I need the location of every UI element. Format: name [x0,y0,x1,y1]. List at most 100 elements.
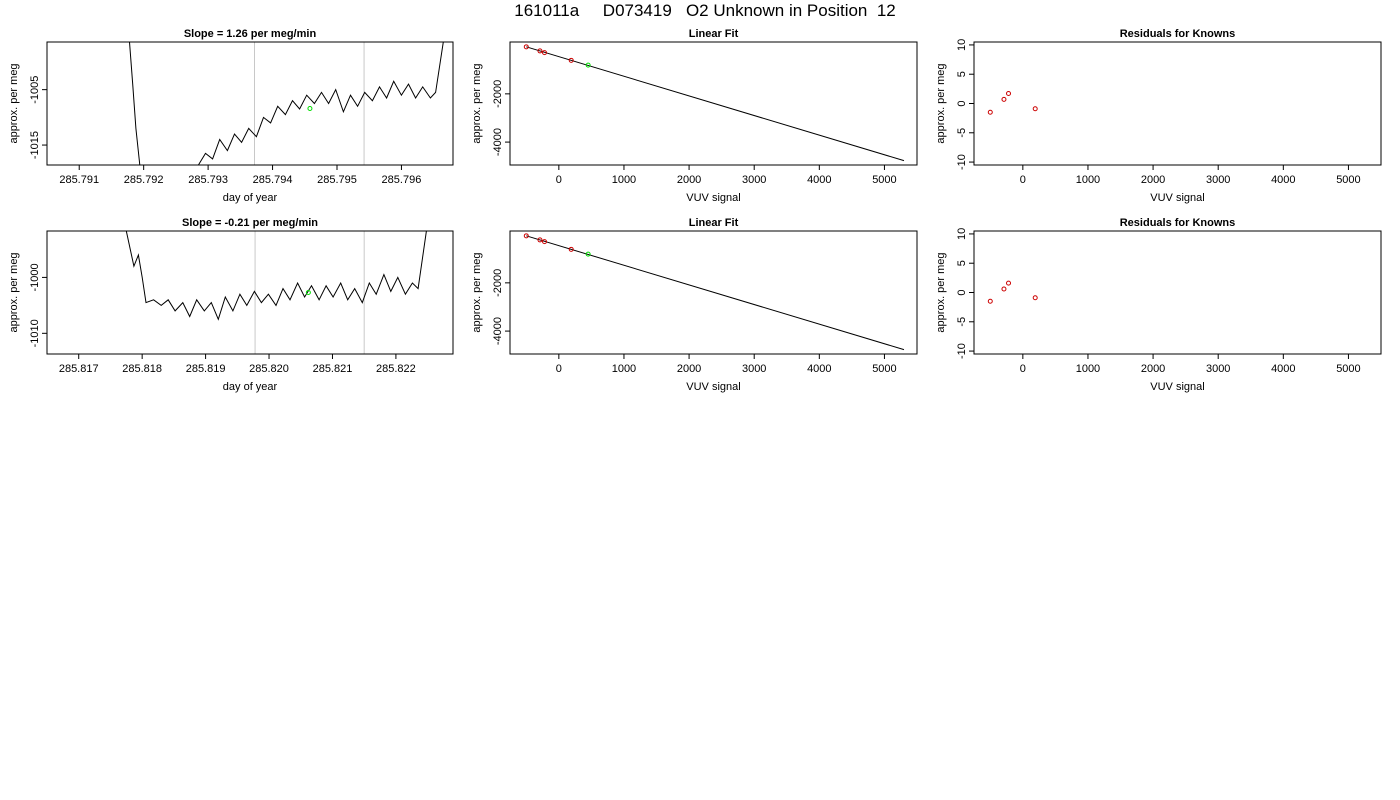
x-tick-label: 3000 [1206,174,1230,186]
y-axis-label: approx. per meg [935,252,947,332]
y-tick-label: -1015 [29,131,41,159]
x-tick-label: 1000 [1076,174,1100,186]
fit-line [526,46,905,162]
x-tick-label: 0 [556,174,562,186]
known-point [542,239,548,245]
known-point [523,233,529,239]
panel-residuals-1: Residuals for Knowns 0 1000 2000 3000 4000 500… [935,28,1382,204]
panel-title: Residuals for Knowns [1120,28,1236,40]
y-axis-label: approx. per meg [471,63,483,143]
x-tick-label: 2000 [1141,174,1165,186]
plot-area [125,231,427,354]
known-point [987,298,993,304]
x-tick-label: 5000 [872,363,896,375]
y-tick-label: 0 [956,100,968,106]
y-tick-label: -1005 [29,76,41,104]
x-tick-label: 285.796 [382,174,422,186]
panel-title: Slope = -0.21 per meg/min [182,217,318,229]
panel-linear-fit-1: Linear Fit 0 1000 2000 3000 4000 5000 VUV signa… [471,28,918,204]
x-axis-label: day of year [223,192,278,204]
y-tick-label: 0 [956,289,968,295]
x-tick-label: 2000 [677,174,701,186]
y-tick-label: -10 [956,343,968,359]
series-line [129,42,444,165]
known-point [568,246,574,252]
unknown-point [585,62,591,68]
x-tick-label: 285.819 [186,363,226,375]
panel-timeseries-2: Slope = -0.21 per meg/min 285.817 285.818 2… [8,217,454,393]
known-point [537,237,543,243]
y-tick-label: 10 [956,39,968,51]
plot-area [129,42,444,165]
known-point [987,109,993,115]
panel-title: Residuals for Knowns [1120,217,1236,229]
panel-timeseries-1: Slope = 1.26 per meg/min 285.791 285.792 28… [8,28,454,204]
x-tick-label: 3000 [742,363,766,375]
y-tick-label: 10 [956,228,968,240]
unknown-point [585,251,591,257]
x-tick-label: 285.794 [253,174,293,186]
y-tick-label: 5 [956,71,968,77]
x-tick-label: 285.791 [59,174,99,186]
x-tick-label: 4000 [807,174,831,186]
plot-frame [973,41,1382,166]
y-tick-label: 5 [956,260,968,266]
y-tick-label: -1010 [29,319,41,347]
x-tick-label: 0 [556,363,562,375]
x-tick-label: 285.795 [317,174,357,186]
x-tick-label: 3000 [1206,363,1230,375]
x-axis-label: day of year [223,381,278,393]
x-tick-label: 4000 [1271,174,1295,186]
fit-line [526,235,905,351]
x-tick-label: 5000 [1336,174,1360,186]
y-tick-label: -5 [956,317,968,327]
known-point [1032,295,1038,301]
x-tick-label: 4000 [1271,363,1295,375]
x-tick-label: 1000 [1076,363,1100,375]
known-point [1006,91,1012,97]
plot-area [523,44,905,162]
x-axis-label: VUV signal [686,192,740,204]
x-axis-label: VUV signal [686,381,740,393]
plot-area [987,280,1038,304]
panel-title: Linear Fit [689,217,739,229]
panel-title: Slope = 1.26 per meg/min [184,28,317,40]
plot-frame [509,230,918,355]
y-tick-label: -1000 [29,263,41,291]
plot-area [523,233,905,351]
unknown-point [305,290,311,295]
page-title: 161011a D073419 O2 Unknown in Position 1… [514,1,896,20]
y-axis-label: approx. per meg [935,63,947,143]
x-tick-label: 285.793 [188,174,228,186]
y-tick-label: -2000 [492,269,504,297]
plot-frame [46,230,454,355]
y-tick-label: -10 [956,154,968,170]
y-axis-label: approx. per meg [8,63,20,143]
x-tick-label: 285.821 [313,363,353,375]
x-tick-label: 285.820 [249,363,289,375]
known-point [568,57,574,63]
y-axis-label: approx. per meg [8,252,20,332]
plot-frame [509,41,918,166]
known-point [1001,286,1007,292]
panel-linear-fit-2: Linear Fit 0 1000 2000 3000 4000 5000 VUV signa… [471,217,918,393]
series-line [125,231,427,321]
x-tick-label: 1000 [612,363,636,375]
x-tick-label: 0 [1020,174,1026,186]
x-tick-label: 3000 [742,174,766,186]
x-tick-label: 285.792 [124,174,164,186]
x-tick-label: 285.818 [122,363,162,375]
x-tick-label: 5000 [1336,363,1360,375]
known-point [1032,106,1038,112]
y-tick-label: -5 [956,128,968,138]
x-tick-label: 4000 [807,363,831,375]
x-tick-label: 2000 [677,363,701,375]
known-point [1001,96,1007,102]
panel-residuals-2: Residuals for Knowns 0 1000 2000 3000 4000 500… [935,217,1382,393]
x-tick-label: 2000 [1141,363,1165,375]
y-axis-label: approx. per meg [471,252,483,332]
x-tick-label: 5000 [872,174,896,186]
known-point [523,44,529,50]
plot-area [987,91,1038,115]
